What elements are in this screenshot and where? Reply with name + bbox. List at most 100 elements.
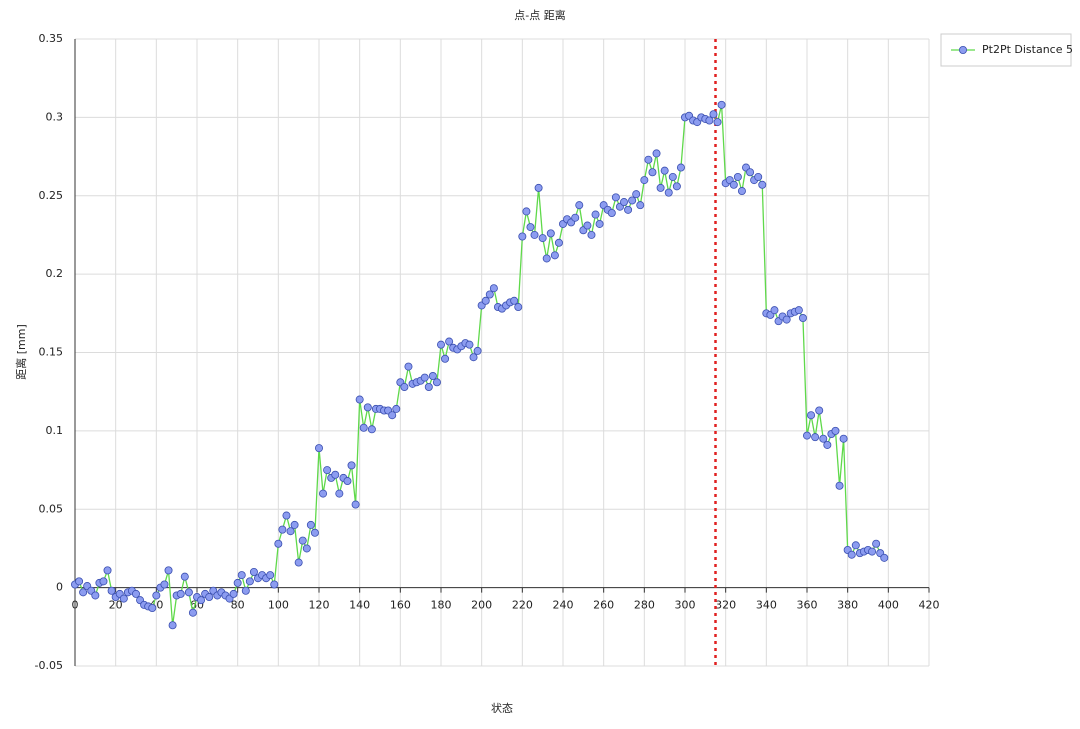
x-tick-label: 340 <box>756 599 777 612</box>
data-point <box>99 577 108 586</box>
data-point <box>347 461 356 470</box>
data-point <box>733 172 742 181</box>
data-point <box>851 541 860 550</box>
data-point <box>392 404 401 413</box>
data-point <box>754 172 763 181</box>
data-point <box>197 596 206 605</box>
x-tick-label: 100 <box>268 599 289 612</box>
data-point <box>465 340 474 349</box>
y-tick-label: 0.05 <box>39 502 64 515</box>
data-point <box>591 210 600 219</box>
data-point <box>510 296 519 305</box>
data-point <box>798 314 807 323</box>
data-point <box>518 232 527 241</box>
y-axis-label: 距离 [mm] <box>14 324 28 380</box>
data-point <box>323 466 332 475</box>
y-tick-label: 0.25 <box>39 189 64 202</box>
data-point <box>351 500 360 509</box>
x-tick-label: 320 <box>715 599 736 612</box>
data-point <box>400 382 409 391</box>
x-axis-label: 状态 <box>491 701 513 715</box>
data-point <box>298 536 307 545</box>
data-point <box>705 116 714 125</box>
data-point <box>331 470 340 479</box>
data-point <box>404 362 413 371</box>
data-point <box>872 539 881 548</box>
x-tick-label: 120 <box>309 599 330 612</box>
chart-title: 点-点 距离 <box>514 8 565 22</box>
data-point <box>839 434 848 443</box>
data-point <box>746 168 755 177</box>
data-point <box>176 589 185 598</box>
data-point <box>624 205 633 214</box>
data-point <box>282 511 291 520</box>
x-tick-label: 280 <box>634 599 655 612</box>
data-point <box>445 337 454 346</box>
data-point <box>188 608 197 617</box>
data-point <box>782 315 791 324</box>
x-tick-label: 400 <box>878 599 899 612</box>
data-point <box>152 591 161 600</box>
data-point <box>205 593 214 602</box>
data-point <box>388 411 397 420</box>
x-tick-label: 360 <box>797 599 818 612</box>
data-point <box>628 196 637 205</box>
x-tick-label: 140 <box>349 599 370 612</box>
data-point <box>636 201 645 210</box>
data-point <box>441 354 450 363</box>
data-point <box>815 406 824 415</box>
data-point <box>880 553 889 562</box>
data-point <box>868 547 877 556</box>
data-point <box>530 230 539 239</box>
y-tick-label: 0.35 <box>39 32 64 45</box>
data-point <box>180 572 189 581</box>
data-point <box>432 378 441 387</box>
data-point <box>489 284 498 293</box>
data-point <box>314 444 323 453</box>
y-tick-label: -0.05 <box>35 659 63 672</box>
data-point <box>481 296 490 305</box>
data-point <box>550 251 559 260</box>
data-point <box>514 303 523 312</box>
data-point <box>583 221 592 230</box>
data-point <box>241 586 250 595</box>
data-point <box>640 176 649 185</box>
x-tick-label: 220 <box>512 599 533 612</box>
data-point <box>713 118 722 127</box>
data-point <box>664 188 673 197</box>
data-point <box>310 528 319 537</box>
data-point <box>538 234 547 243</box>
data-point <box>571 213 580 222</box>
data-point <box>595 219 604 228</box>
data-point <box>424 382 433 391</box>
data-point <box>473 346 482 355</box>
data-point <box>632 190 641 199</box>
data-point <box>737 187 746 196</box>
y-tick-label: 0.1 <box>46 424 64 437</box>
data-point <box>676 163 685 172</box>
data-point <box>79 588 88 597</box>
data-point <box>660 166 669 175</box>
data-point <box>436 340 445 349</box>
y-tick-label: 0.15 <box>39 346 64 359</box>
data-point <box>607 208 616 217</box>
data-point <box>359 423 368 432</box>
data-point <box>469 353 478 362</box>
data-point <box>522 207 531 216</box>
data-point <box>233 578 242 587</box>
data-point <box>672 182 681 191</box>
legend-marker <box>959 46 968 55</box>
x-tick-label: 380 <box>837 599 858 612</box>
data-point <box>542 254 551 263</box>
data-point <box>343 477 352 486</box>
data-point <box>363 403 372 412</box>
data-point <box>290 520 299 529</box>
x-tick-label: 300 <box>675 599 696 612</box>
data-point <box>107 586 116 595</box>
data-point <box>770 306 779 315</box>
x-tick-label: 180 <box>431 599 452 612</box>
data-point <box>587 230 596 239</box>
data-point <box>656 183 665 192</box>
data-point <box>420 373 429 382</box>
data-point <box>274 539 283 548</box>
